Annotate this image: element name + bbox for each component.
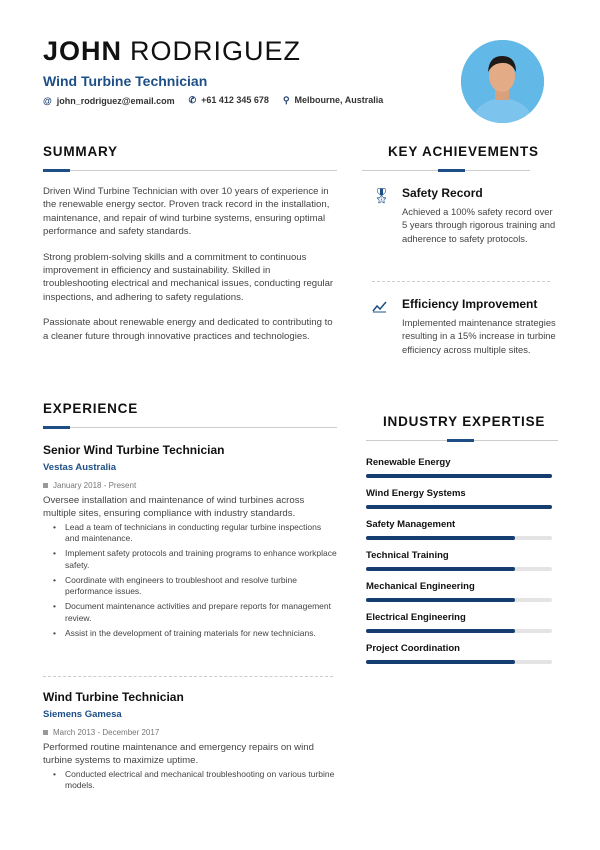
skill-level-fill [366, 598, 515, 602]
skill-name: Safety Management [366, 519, 456, 530]
skill-level-fill [366, 536, 515, 540]
job-dates: March 2013 - December 2017 [43, 728, 338, 737]
heading-accent [447, 439, 474, 442]
skill-item: Technical Training [366, 550, 552, 571]
heading-accent [43, 426, 70, 429]
achievement-desc: Achieved a 100% safety record over 5 yea… [402, 206, 556, 244]
divider [43, 427, 337, 428]
email[interactable]: john_rodriguez@email.com [56, 95, 175, 106]
bullet: Document maintenance activities and prep… [43, 601, 337, 624]
skill-level-fill [366, 474, 552, 478]
skill-item: Mechanical Engineering [366, 581, 552, 602]
job-entry: Wind Turbine Technician Siemens Gamesa M… [43, 690, 338, 795]
job-title: Wind Turbine Technician [43, 690, 184, 704]
company: Siemens Gamesa [43, 709, 122, 720]
phone: +61 412 345 678 [201, 95, 269, 105]
skill-item: Project Coordination [366, 643, 552, 664]
company: Vestas Australia [43, 462, 117, 473]
at-icon: @ [43, 95, 52, 106]
skill-level-bar [366, 474, 552, 478]
bullet: Implement safety protocols and training … [43, 548, 337, 571]
job-summary: Oversee installation and maintenance of … [43, 495, 305, 520]
job-entry: Senior Wind Turbine Technician Vestas Au… [43, 443, 338, 643]
skill-level-fill [366, 567, 515, 571]
experience-heading: EXPERIENCE [43, 401, 139, 416]
skills-list: Renewable Energy Wind Energy Systems Safet… [366, 457, 552, 674]
location: Melbourne, Australia [294, 95, 384, 105]
contact-info: @ john_rodriguez@email.com ✆ +61 412 345 6… [43, 95, 383, 106]
trend-up-icon [372, 300, 387, 318]
skill-name: Project Coordination [366, 643, 460, 654]
award-icon: 🎖︎ [372, 188, 392, 205]
job-bullets: Lead a team of technicians in conducting… [43, 522, 338, 640]
profile-photo [461, 40, 544, 123]
heading-accent [43, 169, 70, 172]
skill-level-bar [366, 505, 552, 509]
skill-level-bar [366, 660, 552, 664]
bullet: Assist in the development of training ma… [43, 628, 337, 640]
candidate-name: JOHN RODRIGUEZ [43, 36, 302, 66]
job-title: Wind Turbine Technician [43, 73, 208, 89]
achievement-title: Safety Record [402, 186, 483, 200]
skill-name: Renewable Energy [366, 457, 451, 468]
bullet: Coordinate with engineers to troubleshoo… [43, 575, 337, 598]
bullet: Conducted electrical and mechanical trou… [43, 769, 337, 792]
skill-name: Electrical Engineering [366, 612, 466, 623]
achievement-desc: Implemented maintenance strategies resul… [402, 317, 556, 355]
skill-name: Wind Energy Systems [366, 488, 466, 499]
skill-item: Wind Energy Systems [366, 488, 552, 509]
skill-level-bar [366, 567, 552, 571]
location-pin-icon: ⚲ [282, 95, 290, 105]
achievements-heading: KEY ACHIEVEMENTS [388, 144, 539, 159]
summary-heading: SUMMARY [43, 144, 118, 159]
skill-item: Electrical Engineering [366, 612, 552, 633]
skill-level-fill [366, 660, 515, 664]
skill-item: Safety Management [366, 519, 552, 540]
skill-item: Renewable Energy [366, 457, 552, 478]
skill-level-bar [366, 629, 552, 633]
bullet: Lead a team of technicians in conducting… [43, 522, 337, 545]
divider [372, 281, 550, 282]
calendar-icon [43, 483, 48, 488]
job-dates: January 2018 - Present [43, 481, 338, 490]
job-summary: Performed routine maintenance and emerge… [43, 742, 314, 767]
divider [43, 676, 333, 677]
phone-icon: ✆ [188, 95, 197, 105]
achievement-title: Efficiency Improvement [402, 297, 538, 311]
skill-level-fill [366, 629, 515, 633]
divider [43, 170, 337, 171]
skill-level-bar [366, 598, 552, 602]
skill-name: Mechanical Engineering [366, 581, 475, 592]
heading-accent [438, 169, 465, 172]
job-bullets: Conducted electrical and mechanical trou… [43, 769, 338, 792]
skill-level-bar [366, 536, 552, 540]
skill-level-fill [366, 505, 552, 509]
summary-text: Driven Wind Turbine Technician with over… [43, 186, 334, 342]
skill-name: Technical Training [366, 550, 449, 561]
calendar-icon [43, 730, 48, 735]
job-title: Senior Wind Turbine Technician [43, 443, 225, 457]
expertise-heading: INDUSTRY EXPERTISE [383, 414, 546, 429]
